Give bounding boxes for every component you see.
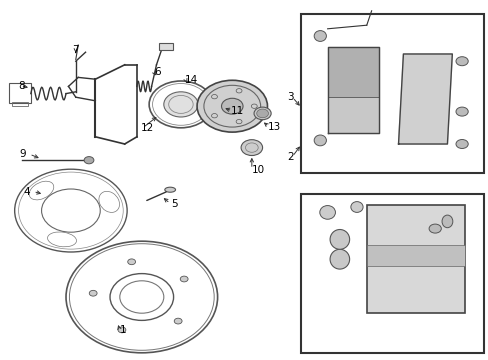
Text: 9: 9 [20, 149, 26, 159]
Bar [366, 205, 464, 313]
Circle shape [89, 291, 97, 296]
Text: 2: 2 [286, 152, 293, 162]
Text: 14: 14 [184, 75, 197, 85]
Ellipse shape [441, 215, 452, 228]
Text: 1: 1 [120, 325, 126, 336]
Text: 8: 8 [19, 81, 25, 91]
Circle shape [180, 276, 188, 282]
Ellipse shape [350, 202, 362, 212]
Ellipse shape [455, 107, 468, 116]
Bar [300, 14, 483, 173]
Circle shape [241, 140, 262, 156]
Ellipse shape [455, 139, 468, 148]
Ellipse shape [329, 249, 349, 269]
Text: 3: 3 [286, 92, 293, 102]
Bar [300, 194, 483, 353]
Circle shape [174, 318, 182, 324]
Bar [9, 83, 31, 103]
Bar [327, 47, 378, 97]
Text: 12: 12 [141, 123, 154, 133]
Circle shape [221, 98, 243, 114]
Text: 10: 10 [251, 165, 264, 175]
Bar [12, 102, 28, 106]
Circle shape [127, 259, 135, 265]
Text: 11: 11 [230, 106, 244, 116]
Ellipse shape [428, 224, 441, 233]
Circle shape [163, 92, 198, 117]
Ellipse shape [329, 230, 349, 249]
Bar [366, 245, 464, 266]
Polygon shape [327, 47, 378, 133]
Ellipse shape [164, 187, 175, 192]
Text: 6: 6 [154, 67, 161, 77]
Circle shape [256, 109, 268, 118]
Ellipse shape [313, 31, 326, 41]
Ellipse shape [319, 206, 335, 219]
Text: 13: 13 [267, 122, 281, 132]
Text: 7: 7 [72, 45, 79, 55]
Ellipse shape [254, 107, 270, 120]
Bar [159, 43, 172, 50]
Ellipse shape [313, 135, 326, 146]
Text: 4: 4 [23, 186, 30, 197]
Text: 5: 5 [171, 199, 178, 209]
Circle shape [197, 80, 267, 132]
Circle shape [118, 327, 125, 333]
Circle shape [84, 157, 94, 164]
Ellipse shape [455, 57, 468, 66]
Polygon shape [398, 54, 451, 144]
